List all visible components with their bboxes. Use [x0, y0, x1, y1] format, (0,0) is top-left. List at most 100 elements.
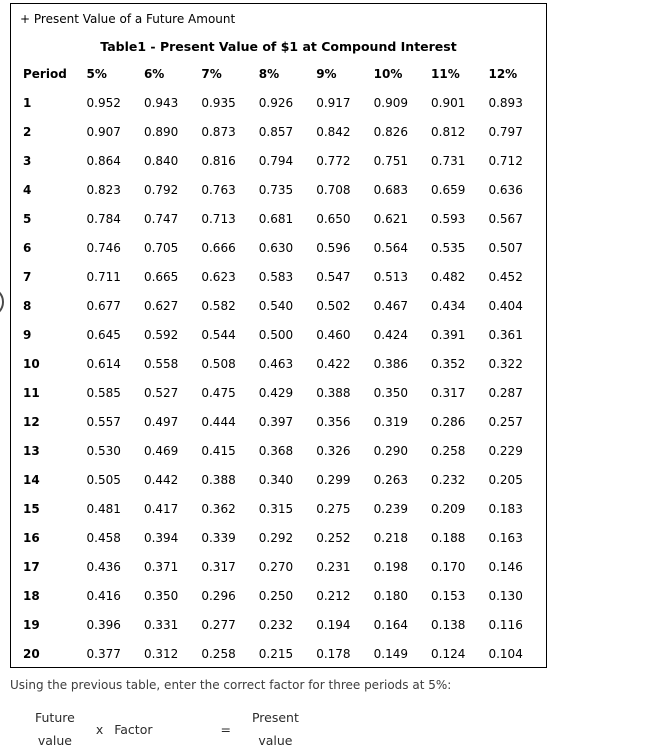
factor-cell: 0.792: [143, 182, 179, 197]
factor-cell: 0.645: [86, 327, 121, 342]
factor-cell: 0.596: [316, 240, 351, 255]
factor-cell: 0.746: [86, 240, 121, 255]
factor-cell: 0.299: [316, 472, 351, 487]
period-cell: 18: [23, 588, 40, 603]
factor-cell: 0.458: [86, 530, 121, 545]
factor-cell: 0.467: [373, 298, 408, 313]
factor-cell: 0.429: [258, 385, 294, 400]
factor-cell: 0.463: [258, 356, 294, 371]
factor-cell: 0.416: [86, 588, 121, 603]
period-cell: 6: [23, 240, 32, 255]
factor-cell: 0.163: [488, 530, 523, 545]
factor-cell: 0.388: [201, 472, 236, 487]
factor-cell: 0.386: [373, 356, 408, 371]
factor-cell: 0.124: [431, 646, 466, 661]
section-toggle-present-value[interactable]: + Present Value of a Future Amount: [20, 12, 236, 26]
period-cell: 19: [23, 617, 40, 632]
table-header-row: Period 5% 6% 7% 8% 9% 10% 11% 12%: [23, 59, 546, 88]
factor-cell: 0.153: [431, 588, 466, 603]
factor-cell: 0.258: [431, 443, 466, 458]
factor-cell: 0.557: [86, 414, 121, 429]
factor-cell: 0.502: [316, 298, 351, 313]
table-row: 1 0.952 0.943 0.935 0.926 0.917 0.909 0.901 0.89…: [23, 88, 546, 117]
factor-cell: 0.371: [143, 559, 179, 574]
period-cell: 4: [23, 182, 32, 197]
factor-cell: 0.630: [258, 240, 294, 255]
factor-cell: 0.705: [143, 240, 179, 255]
factor-cell: 0.205: [488, 472, 523, 487]
factor-cell: 0.840: [143, 153, 179, 168]
period-cell: 16: [23, 530, 40, 545]
factor-cell: 0.417: [143, 501, 179, 516]
factor-cell: 0.396: [86, 617, 121, 632]
factor-cell: 0.505: [86, 472, 121, 487]
factor-cell: 0.917: [316, 95, 351, 110]
factor-cell: 0.257: [488, 414, 523, 429]
factor-cell: 0.322: [488, 356, 523, 371]
factor-cell: 0.567: [488, 211, 523, 226]
factor-cell: 0.339: [201, 530, 236, 545]
factor-cell: 0.593: [431, 211, 466, 226]
factor-cell: 0.404: [488, 298, 523, 313]
factor-cell: 0.683: [373, 182, 408, 197]
factor-cell: 0.797: [488, 124, 523, 139]
future-value-label: Future value: [35, 710, 75, 748]
factor-cell: 0.614: [86, 356, 121, 371]
period-cell: 5: [23, 211, 32, 226]
period-cell: 20: [23, 646, 40, 661]
equals-sign: =: [220, 721, 231, 737]
column-header-rate: 12%: [488, 66, 518, 81]
factor-cell: 0.232: [431, 472, 466, 487]
column-header-rate: 7%: [201, 66, 222, 81]
factor-cell: 0.909: [373, 95, 408, 110]
factor-cell: 0.547: [316, 269, 351, 284]
factor-cell: 0.873: [201, 124, 236, 139]
factor-cell: 0.583: [258, 269, 294, 284]
factor-cell: 0.212: [316, 588, 351, 603]
period-cell: 14: [23, 472, 40, 487]
factor-cell: 0.275: [316, 501, 351, 516]
period-cell: 13: [23, 443, 40, 458]
factor-cell: 0.530: [86, 443, 121, 458]
factor-cell: 0.623: [201, 269, 236, 284]
factor-cell: 0.362: [201, 501, 236, 516]
factor-cell: 0.772: [316, 153, 351, 168]
factor-cell: 0.482: [431, 269, 466, 284]
factor-cell: 0.209: [431, 501, 466, 516]
factor-cell: 0.232: [258, 617, 294, 632]
factor-cell: 0.708: [316, 182, 351, 197]
factor-cell: 0.582: [201, 298, 236, 313]
present-value-label: Present value: [251, 710, 299, 748]
table-row: 4 0.823 0.792 0.763 0.735 0.708 0.683 0.659 0.63…: [23, 175, 546, 204]
factor-cell: 0.481: [86, 501, 121, 516]
factor-cell: 0.252: [316, 530, 351, 545]
factor-cell: 0.763: [201, 182, 236, 197]
factor-cell: 0.286: [431, 414, 466, 429]
column-header-period: Period: [23, 66, 67, 81]
factor-cell: 0.116: [488, 617, 523, 632]
factor-cell: 0.326: [316, 443, 351, 458]
table-row: 6 0.746 0.705 0.666 0.630 0.596 0.564 0.535 0.50…: [23, 233, 546, 262]
table-body: 1 0.952 0.943 0.935 0.926 0.917 0.909 0.901 0.89…: [23, 88, 546, 668]
column-header-rate: 5%: [86, 66, 107, 81]
factor-cell: 0.784: [86, 211, 121, 226]
column-header-rate: 8%: [258, 66, 280, 81]
table-row: 3 0.864 0.840 0.816 0.794 0.772 0.751 0.731 0.71…: [23, 146, 546, 175]
factor-cell: 0.394: [143, 530, 179, 545]
period-cell: 1: [23, 95, 32, 110]
period-cell: 2: [23, 124, 32, 139]
table-row: 9 0.645 0.592 0.544 0.500 0.460 0.424 0.391 0.36…: [23, 320, 546, 349]
factor-cell: 0.452: [488, 269, 523, 284]
factor-cell: 0.540: [258, 298, 294, 313]
factor-cell: 0.890: [143, 124, 179, 139]
factor-cell: 0.104: [488, 646, 523, 661]
factor-cell: 0.812: [431, 124, 466, 139]
factor-cell: 0.263: [373, 472, 408, 487]
factor-cell: 0.527: [143, 385, 179, 400]
question-text: Using the previous table, enter the corr…: [10, 678, 452, 692]
factor-cell: 0.713: [201, 211, 236, 226]
factor-cell: 0.194: [316, 617, 351, 632]
factor-cell: 0.816: [201, 153, 236, 168]
factor-cell: 0.508: [201, 356, 236, 371]
multiply-operator: x: [95, 721, 104, 737]
